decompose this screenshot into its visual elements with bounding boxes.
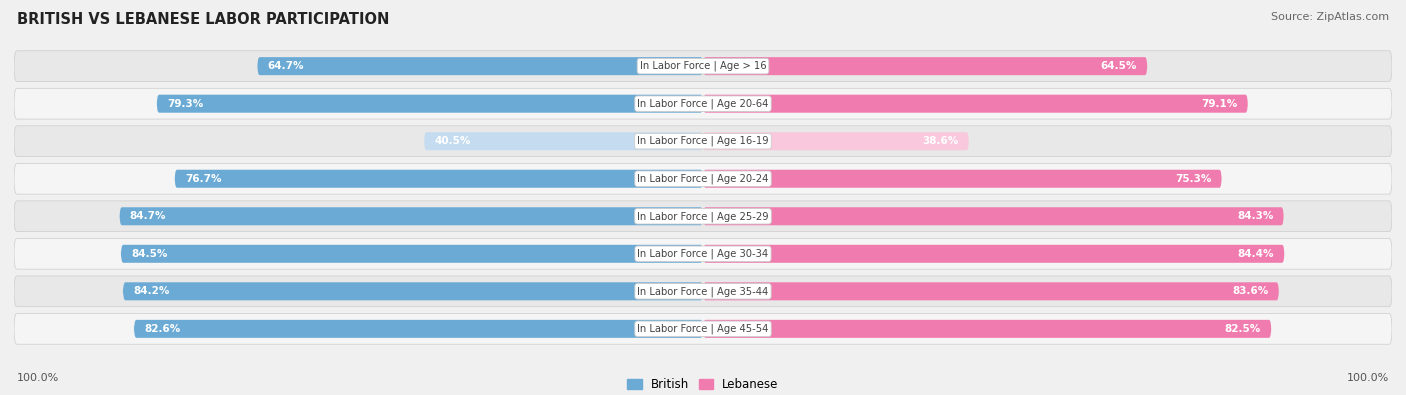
Text: 79.1%: 79.1% (1201, 99, 1237, 109)
FancyBboxPatch shape (120, 207, 703, 225)
Text: 38.6%: 38.6% (922, 136, 959, 146)
FancyBboxPatch shape (14, 201, 1392, 231)
Text: 40.5%: 40.5% (434, 136, 471, 146)
Text: In Labor Force | Age 45-54: In Labor Force | Age 45-54 (637, 324, 769, 334)
FancyBboxPatch shape (703, 320, 1271, 338)
FancyBboxPatch shape (14, 51, 1392, 81)
Text: 82.5%: 82.5% (1225, 324, 1261, 334)
Text: 75.3%: 75.3% (1175, 174, 1212, 184)
Text: 82.6%: 82.6% (145, 324, 180, 334)
FancyBboxPatch shape (703, 95, 1249, 113)
Text: In Labor Force | Age > 16: In Labor Force | Age > 16 (640, 61, 766, 71)
Text: In Labor Force | Age 30-34: In Labor Force | Age 30-34 (637, 248, 769, 259)
FancyBboxPatch shape (134, 320, 703, 338)
Text: 76.7%: 76.7% (186, 174, 221, 184)
FancyBboxPatch shape (156, 95, 703, 113)
FancyBboxPatch shape (703, 132, 969, 150)
FancyBboxPatch shape (703, 170, 1222, 188)
FancyBboxPatch shape (703, 282, 1279, 300)
Text: In Labor Force | Age 25-29: In Labor Force | Age 25-29 (637, 211, 769, 222)
Text: 100.0%: 100.0% (17, 373, 59, 383)
Text: 84.5%: 84.5% (131, 249, 167, 259)
Text: In Labor Force | Age 16-19: In Labor Force | Age 16-19 (637, 136, 769, 147)
FancyBboxPatch shape (703, 57, 1147, 75)
FancyBboxPatch shape (14, 88, 1392, 119)
Text: Source: ZipAtlas.com: Source: ZipAtlas.com (1271, 12, 1389, 22)
Text: 84.4%: 84.4% (1237, 249, 1274, 259)
FancyBboxPatch shape (257, 57, 703, 75)
FancyBboxPatch shape (703, 207, 1284, 225)
FancyBboxPatch shape (14, 314, 1392, 344)
FancyBboxPatch shape (14, 276, 1392, 307)
Text: 64.7%: 64.7% (267, 61, 304, 71)
FancyBboxPatch shape (14, 239, 1392, 269)
FancyBboxPatch shape (703, 245, 1285, 263)
FancyBboxPatch shape (122, 282, 703, 300)
Text: 83.6%: 83.6% (1233, 286, 1268, 296)
Text: 84.3%: 84.3% (1237, 211, 1274, 221)
Text: 84.7%: 84.7% (129, 211, 166, 221)
FancyBboxPatch shape (121, 245, 703, 263)
FancyBboxPatch shape (425, 132, 703, 150)
Text: In Labor Force | Age 20-24: In Labor Force | Age 20-24 (637, 173, 769, 184)
Text: In Labor Force | Age 35-44: In Labor Force | Age 35-44 (637, 286, 769, 297)
Legend: British, Lebanese: British, Lebanese (623, 373, 783, 395)
Text: 79.3%: 79.3% (167, 99, 204, 109)
FancyBboxPatch shape (14, 164, 1392, 194)
FancyBboxPatch shape (14, 126, 1392, 156)
Text: BRITISH VS LEBANESE LABOR PARTICIPATION: BRITISH VS LEBANESE LABOR PARTICIPATION (17, 12, 389, 27)
Text: In Labor Force | Age 20-64: In Labor Force | Age 20-64 (637, 98, 769, 109)
Text: 84.2%: 84.2% (134, 286, 170, 296)
FancyBboxPatch shape (174, 170, 703, 188)
Text: 100.0%: 100.0% (1347, 373, 1389, 383)
Text: 64.5%: 64.5% (1101, 61, 1137, 71)
